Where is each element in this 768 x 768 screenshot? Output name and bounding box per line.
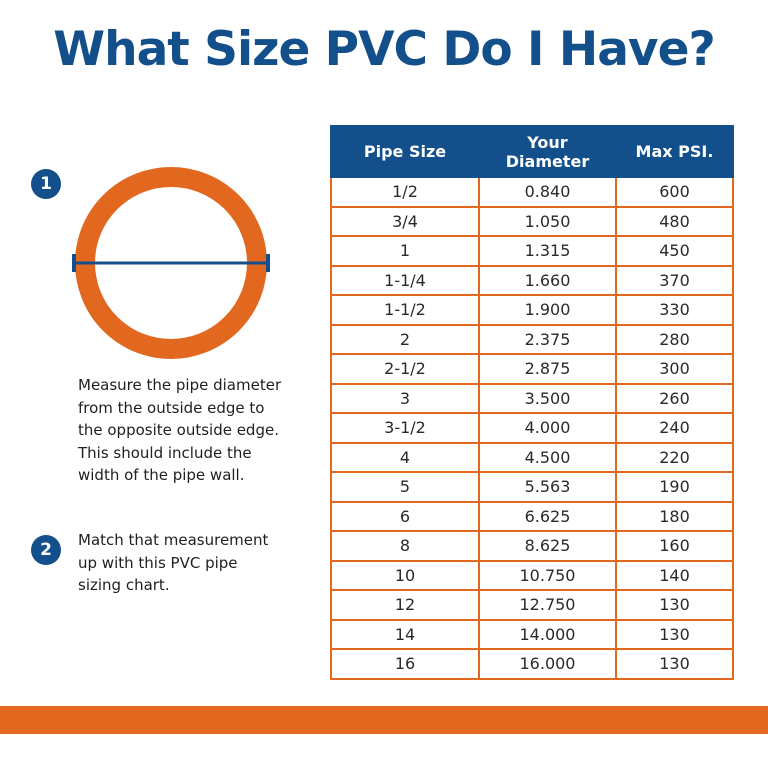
diameter-cell: 1.050 [478, 205, 617, 237]
table-row: 5 5.563 190 [330, 471, 734, 503]
diameter-cell: 4.500 [478, 441, 617, 473]
table-row: 6 6.625 180 [330, 500, 734, 532]
table-row: 8 8.625 160 [330, 530, 734, 562]
diameter-cell: 2.375 [478, 323, 617, 355]
pipe-size-cell: 16 [330, 648, 480, 680]
diameter-cell: 2.875 [478, 353, 617, 385]
diameter-cell: 6.625 [478, 500, 617, 532]
step-1-line: width of the pipe wall. [78, 466, 245, 484]
pipe-size-cell: 1-1/4 [330, 264, 480, 296]
step-1-line: the opposite outside edge. [78, 421, 279, 439]
pvc-sizing-table: Pipe Size Your Diameter Max PSI. 1/2 0.840… [330, 125, 734, 680]
header-your-diameter: Your Diameter [478, 125, 617, 178]
max-psi-cell: 600 [615, 176, 734, 208]
table-row: 2 2.375 280 [330, 323, 734, 355]
header-max-psi: Max PSI. [615, 125, 734, 178]
diameter-cell: 1.660 [478, 264, 617, 296]
diameter-cell: 1.315 [478, 235, 617, 267]
step-1-line: This should include the [78, 443, 252, 462]
table-row: 3-1/2 4.000 240 [330, 412, 734, 444]
table-row: 16 16.000 130 [330, 648, 734, 680]
table-row: 10 10.750 140 [330, 559, 734, 591]
pipe-size-cell: 1 [330, 235, 480, 267]
diameter-cell: 14.000 [478, 618, 617, 650]
max-psi-cell: 160 [615, 530, 734, 562]
max-psi-cell: 330 [615, 294, 734, 326]
diameter-cell: 8.625 [478, 530, 617, 562]
pipe-size-cell: 2-1/2 [330, 353, 480, 385]
step-1-line: Measure the pipe diameter [78, 376, 282, 394]
step-2-badge: 2 [31, 535, 61, 565]
max-psi-cell: 190 [615, 471, 734, 503]
pipe-size-cell: 8 [330, 530, 480, 562]
step-1-text: Measure the pipe diameter from the outsi… [78, 374, 281, 487]
pipe-size-cell: 6 [330, 500, 480, 532]
pipe-size-cell: 1/2 [330, 176, 480, 208]
diameter-cell: 16.000 [478, 648, 617, 680]
pipe-size-cell: 3 [330, 382, 480, 414]
step-2-line: up with this PVC pipe [78, 553, 238, 572]
pipe-size-cell: 10 [330, 559, 480, 591]
pipe-diameter-diagram [72, 167, 270, 359]
table-row: 3/4 1.050 480 [330, 205, 734, 237]
max-psi-cell: 240 [615, 412, 734, 444]
diameter-cell: 1.900 [478, 294, 617, 326]
diameter-cell: 4.000 [478, 412, 617, 444]
table-row: 2-1/2 2.875 300 [330, 353, 734, 385]
max-psi-cell: 140 [615, 559, 734, 591]
table-row: 1/2 0.840 600 [330, 176, 734, 208]
table-row: 3 3.500 260 [330, 382, 734, 414]
step-1-badge: 1 [31, 169, 61, 199]
diameter-cell: 10.750 [478, 559, 617, 591]
pipe-size-cell: 2 [330, 323, 480, 355]
diameter-cell: 12.750 [478, 589, 617, 621]
table-row: 12 12.750 130 [330, 589, 734, 621]
max-psi-cell: 370 [615, 264, 734, 296]
max-psi-cell: 450 [615, 235, 734, 267]
diameter-cell: 0.840 [478, 176, 617, 208]
max-psi-cell: 130 [615, 648, 734, 680]
max-psi-cell: 130 [615, 618, 734, 650]
page-title: What Size PVC Do I Have? [53, 22, 715, 77]
table-body: 1/2 0.840 600 3/4 1.050 480 1 1.315 450 1-1/4 1.66… [330, 176, 734, 680]
table-header-row: Pipe Size Your Diameter Max PSI. [330, 125, 734, 178]
max-psi-cell: 280 [615, 323, 734, 355]
table-row: 1-1/2 1.900 330 [330, 294, 734, 326]
max-psi-cell: 300 [615, 353, 734, 385]
pipe-size-cell: 14 [330, 618, 480, 650]
table-row: 1-1/4 1.660 370 [330, 264, 734, 296]
pipe-size-cell: 3-1/2 [330, 412, 480, 444]
step-1-line: from the outside edge to [78, 398, 265, 417]
table-row: 14 14.000 130 [330, 618, 734, 650]
footer-orange-bar [0, 706, 768, 734]
max-psi-cell: 480 [615, 205, 734, 237]
step-2-text: Match that measurement up with this PVC … [78, 529, 268, 597]
pipe-size-cell: 1-1/2 [330, 294, 480, 326]
max-psi-cell: 220 [615, 441, 734, 473]
pipe-size-cell: 3/4 [330, 205, 480, 237]
pipe-size-cell: 5 [330, 471, 480, 503]
table-row: 1 1.315 450 [330, 235, 734, 267]
diameter-cell: 5.563 [478, 471, 617, 503]
table-row: 4 4.500 220 [330, 441, 734, 473]
step-2-line: Match that measurement [78, 531, 269, 549]
max-psi-cell: 260 [615, 382, 734, 414]
pipe-size-cell: 12 [330, 589, 480, 621]
diameter-cell: 3.500 [478, 382, 617, 414]
max-psi-cell: 130 [615, 589, 734, 621]
pipe-size-cell: 4 [330, 441, 480, 473]
step-2-line: sizing chart. [78, 576, 170, 594]
max-psi-cell: 180 [615, 500, 734, 532]
header-pipe-size: Pipe Size [330, 125, 480, 178]
